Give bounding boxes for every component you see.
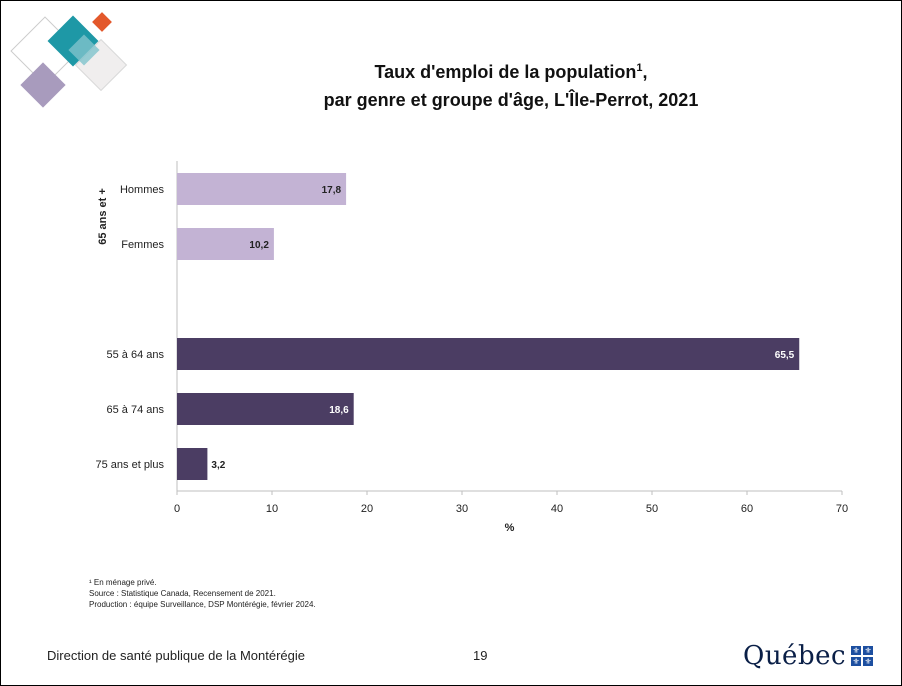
x-tick-label: 70 (836, 503, 848, 515)
x-tick-label: 30 (456, 503, 468, 515)
organization-name: Direction de santé publique de la Montér… (47, 648, 306, 663)
bar (177, 393, 354, 425)
data-label: 3,2 (211, 460, 225, 471)
production-text: Production : équipe Surveillance, DSP Mo… (89, 600, 316, 609)
page-number: 19 (473, 648, 488, 663)
x-tick-label: 60 (741, 503, 753, 515)
bar (177, 173, 347, 205)
data-label: 17,8 (322, 185, 342, 196)
quebec-logo: Québec ⚜ ⚜ ⚜ ⚜ (743, 631, 899, 681)
data-label: 18,6 (329, 405, 349, 416)
x-tick-label: 20 (361, 503, 373, 515)
data-label: 65,5 (775, 350, 795, 361)
x-tick-label: 10 (266, 503, 278, 515)
decorative-diamonds-logo (10, 12, 128, 108)
bar (177, 338, 800, 370)
x-tick-label: 50 (646, 503, 658, 515)
category-label: Hommes (120, 184, 165, 196)
bar (177, 228, 274, 260)
category-label: 75 ans et plus (96, 459, 165, 471)
category-label: Femmes (121, 239, 164, 251)
fleur-de-lis-flag-icon: ⚜ ⚜ ⚜ ⚜ (851, 646, 874, 666)
source-text: Source : Statistique Canada, Recensement… (89, 589, 276, 598)
x-axis-title: % (505, 522, 515, 534)
chart-title: Taux d'emploi de la population1, par gen… (323, 62, 699, 110)
x-tick-label: 0 (174, 503, 180, 515)
category-label: 65 à 74 ans (107, 404, 165, 416)
chart-notes: ¹ En ménage privé. Source : Statistique … (89, 577, 316, 610)
footnote-text: ¹ En ménage privé. (89, 578, 157, 587)
bar-chart: Hommes 17,8 Femmes 10,2 55 à 64 ans 65,5 65 à … (96, 161, 848, 534)
bar (177, 448, 208, 480)
group-label: 65 ans et + (97, 188, 109, 245)
x-tick-label: 40 (551, 503, 563, 515)
quebec-wordmark: Québec (743, 641, 847, 671)
category-label: 55 à 64 ans (107, 349, 165, 361)
data-label: 10,2 (249, 240, 269, 251)
